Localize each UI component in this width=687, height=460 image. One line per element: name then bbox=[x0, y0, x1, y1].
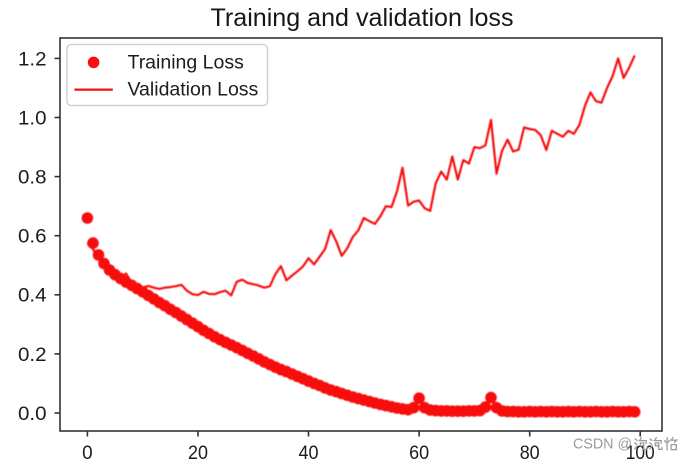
svg-text:1.0: 1.0 bbox=[18, 107, 47, 129]
svg-text:0.8: 0.8 bbox=[18, 167, 47, 189]
svg-text:100: 100 bbox=[626, 442, 655, 460]
svg-text:Training and validation loss: Training and validation loss bbox=[211, 4, 514, 32]
svg-text:0.2: 0.2 bbox=[18, 344, 47, 366]
svg-text:0.0: 0.0 bbox=[18, 403, 47, 425]
svg-text:Training Loss: Training Loss bbox=[128, 52, 245, 74]
svg-text:60: 60 bbox=[409, 442, 429, 460]
svg-text:80: 80 bbox=[520, 442, 540, 460]
svg-text:0.6: 0.6 bbox=[18, 226, 47, 248]
svg-text:40: 40 bbox=[299, 442, 319, 460]
svg-text:0: 0 bbox=[82, 442, 93, 460]
svg-text:Validation Loss: Validation Loss bbox=[128, 79, 259, 101]
svg-text:CSDN @: CSDN @ bbox=[573, 437, 632, 453]
svg-text:1.2: 1.2 bbox=[18, 48, 47, 70]
svg-text:20: 20 bbox=[188, 442, 208, 460]
svg-text:0.4: 0.4 bbox=[18, 285, 47, 307]
